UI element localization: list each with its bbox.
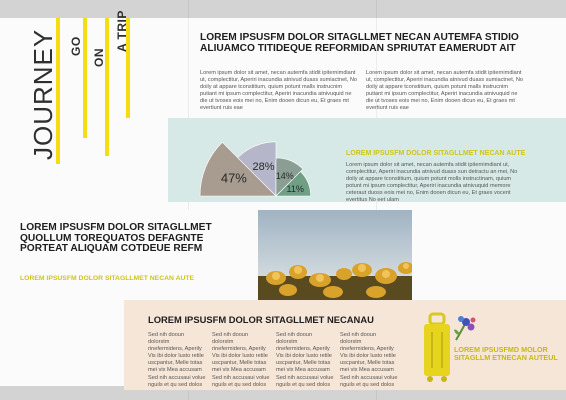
mid-subheading: LOREM IPSUSFM DOLOR SITAGLLMET NECAN AUT… <box>20 275 195 282</box>
flowers-photo <box>258 210 412 300</box>
title-journey: JOURNEY <box>28 28 58 160</box>
yellow-stripe <box>83 18 87 138</box>
flower-icon <box>454 316 476 341</box>
pie-label: 47% <box>221 171 247 186</box>
pie-label: 28% <box>253 161 275 173</box>
pie-chart: 47% 28%14% 11% <box>199 141 311 197</box>
bottom-column-3: Sed nih dooun dolorstm rinefermidens, Ap… <box>276 332 334 388</box>
yellow-stripe <box>56 18 60 164</box>
teal-article-body: Lorem ipsum dolor sit amet, necan autemf… <box>346 162 518 204</box>
pie-slice <box>275 171 311 197</box>
suitcase-icon <box>424 312 450 382</box>
bottom-heading: LOREM IPSUSFM DOLOR SITAGLLMET NECANAU <box>148 314 374 325</box>
title-on: ON <box>92 48 106 67</box>
bottom-column-2: Sed nih dooun dolorstm rinefermidens, Ap… <box>212 332 270 388</box>
peach-panel <box>124 300 566 390</box>
bottom-callout: LOREM IPSUSFMD MOLOR SITAGLLM ETNECAN AU… <box>454 345 558 363</box>
title-a-trip: A TRIP <box>115 10 129 52</box>
pie-slice <box>237 141 277 197</box>
top-article-column-2: Lorem ipsum dolor sit amet, necan autemf… <box>366 70 524 112</box>
middle-text-panel <box>0 210 258 300</box>
yellow-stripe <box>105 18 109 156</box>
bottom-column-1: Sed nih dooun dolorstm rinefermidens, Ap… <box>148 332 206 388</box>
bottom-column-4: Sed nih dooun dolorstm rinefermidens, Ap… <box>340 332 398 388</box>
top-article-column-1: Lorem ipsum dolor sit amet, necan autemf… <box>200 70 358 112</box>
pie-label: 14% <box>276 171 294 181</box>
yellow-stripe <box>126 18 130 118</box>
pie-label: 11% <box>287 184 304 194</box>
top-grey-band <box>0 0 566 18</box>
top-article-heading: LOREM IPSUSFM DOLOR SITAGLLMET NECAN AUT… <box>200 32 519 54</box>
title-go: GO <box>69 36 83 56</box>
pie-slice <box>275 157 304 197</box>
teal-article-heading: LOREM IPSUSFM DOLOR SITAGLLMET NECAN AUT… <box>346 150 526 157</box>
pie-slice <box>199 141 277 197</box>
mid-heading: LOREM IPSUSFM DOLOR SITAGLLMET QUOLLUM T… <box>20 222 212 255</box>
